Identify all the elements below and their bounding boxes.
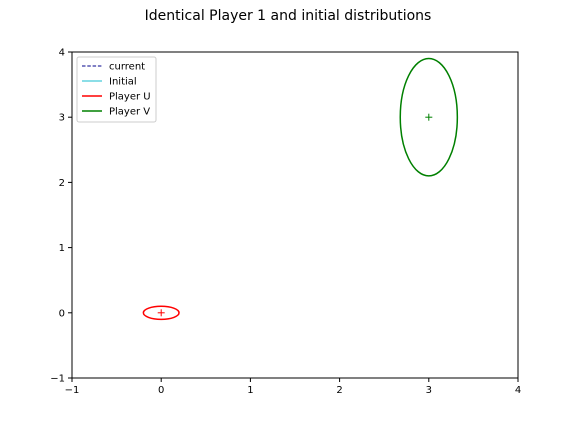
player-v-center-marker <box>425 113 433 121</box>
axes-frame <box>71 51 519 379</box>
x-tick-label: 1 <box>247 385 253 396</box>
player-u-center-marker <box>157 309 165 317</box>
legend-box <box>76 56 157 123</box>
legend: current Initial Player U Player V <box>76 56 157 123</box>
y-tick-label: 1 <box>59 243 65 254</box>
chart-title: Identical Player 1 and initial distribut… <box>145 8 432 24</box>
x-tick-label: 3 <box>426 385 432 396</box>
plot-area <box>142 57 459 321</box>
player-v-ellipse <box>399 57 459 177</box>
y-tick-label: 2 <box>59 178 65 189</box>
y-tick-label: −1 <box>50 374 65 385</box>
y-tick-label: 0 <box>59 308 65 319</box>
legend-label-player-v: Player V <box>109 107 150 118</box>
x-tick-label: −1 <box>65 385 80 396</box>
legend-label-current: current <box>109 62 145 73</box>
legend-label-player-u: Player U <box>109 92 151 103</box>
y-tick-label: 3 <box>59 113 65 124</box>
x-tick-label: 2 <box>336 385 342 396</box>
x-tick-label: 0 <box>158 385 164 396</box>
y-tick-label: 4 <box>59 48 65 59</box>
legend-label-initial: Initial <box>109 77 137 88</box>
x-tick-label: 4 <box>515 385 521 396</box>
axis-ticks: −1 0 1 2 3 4 −1 0 1 2 3 4 <box>50 48 521 397</box>
player-u-ellipse <box>142 305 180 321</box>
